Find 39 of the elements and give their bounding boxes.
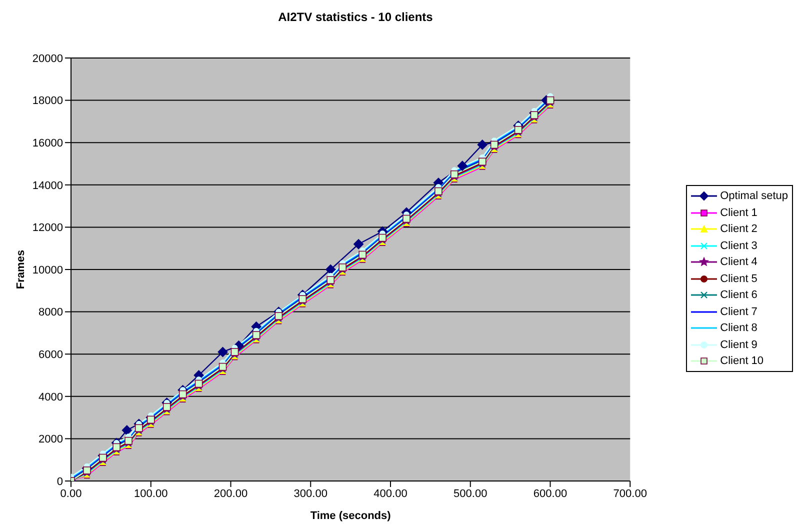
legend-label: Client 4 [720,256,758,268]
y-tick-label: 12000 [32,222,63,234]
point [326,264,336,274]
x-tick-label: 700.00 [613,488,647,500]
legend-label: Client 3 [720,240,758,252]
point [477,140,488,150]
x-tick-label: 500.00 [454,488,488,500]
legend-label: Client 7 [720,306,758,318]
legend-label: Client 8 [720,322,758,334]
y-axis-title: Frames [14,250,27,290]
point [354,239,364,250]
x-tick-label: 300.00 [294,488,328,500]
y-tick-label: 4000 [38,391,63,404]
y-tick-label: 8000 [38,306,63,319]
y-tick-label: 0 [56,476,63,488]
legend-label: Client 9 [720,338,758,350]
chart-title: AI2TV statistics - 10 clients [277,9,434,26]
point [457,160,468,171]
legend-label: Client 6 [720,289,758,301]
y-tick-label: 18000 [32,95,63,108]
x-tick-label: 100.00 [134,488,168,500]
y-tick-label: 16000 [32,138,63,150]
x-tick-label: 0.00 [60,488,82,500]
point [122,425,132,436]
legend-label: Client 5 [720,272,758,284]
point [218,346,228,357]
y-tick-label: 6000 [38,349,63,362]
y-tick-label: 20000 [32,52,63,65]
y-tick-label: 2000 [38,434,63,446]
legend-label: Optimal setup [720,190,788,202]
x-tick-label: 600.00 [533,488,568,500]
x-tick-label: 200.00 [214,488,248,500]
y-tick-label: 10000 [32,264,63,276]
legend-label: Client 10 [720,355,764,367]
x-axis-title: Time (seconds) [310,510,392,522]
x-tick-label: 400.00 [374,488,408,500]
y-tick-label: 14000 [32,180,63,192]
legend-label: Client 2 [720,223,758,235]
legend-label: Client 1 [720,206,758,218]
